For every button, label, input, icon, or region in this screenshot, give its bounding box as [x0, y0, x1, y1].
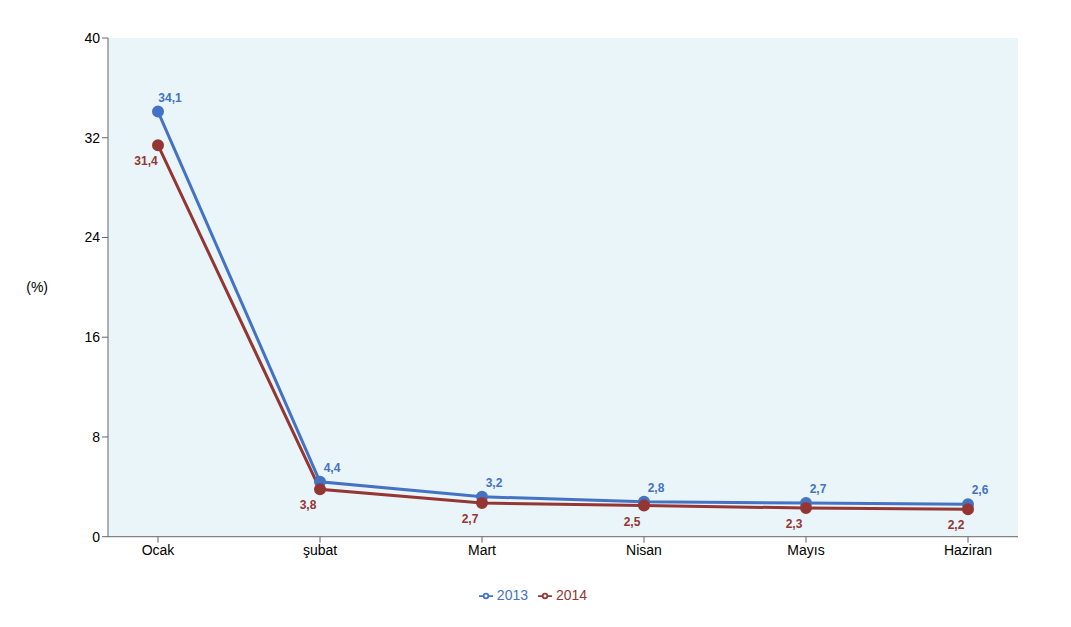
svg-text:2,7: 2,7: [810, 482, 827, 496]
svg-text:0: 0: [92, 529, 100, 545]
svg-text:2,7: 2,7: [462, 512, 479, 526]
html-text:2013: 2013: [496, 586, 528, 603]
svg-text:16: 16: [84, 329, 100, 345]
svg-text:2,5: 2,5: [624, 515, 641, 529]
svg-text:2,2: 2,2: [948, 518, 965, 532]
svg-text:(%): (%): [26, 279, 48, 295]
svg-text:3,8: 3,8: [300, 498, 317, 512]
svg-text:24: 24: [84, 229, 100, 245]
svg-text:2,6: 2,6: [972, 483, 989, 497]
svg-text:40: 40: [84, 30, 100, 46]
svg-text:Mart: Mart: [468, 542, 496, 558]
svg-text:8: 8: [92, 429, 100, 445]
svg-text:4,4: 4,4: [324, 461, 341, 475]
svg-text:Ocak: Ocak: [142, 542, 176, 558]
svg-text:Mayıs: Mayıs: [787, 542, 824, 558]
svg-text:Haziran: Haziran: [944, 542, 992, 558]
svg-text:2,8: 2,8: [648, 481, 665, 495]
svg-text:3,2: 3,2: [486, 476, 503, 490]
svg-text:Nisan: Nisan: [626, 542, 662, 558]
svg-text:32: 32: [84, 130, 100, 146]
svg-text:şubat: şubat: [303, 542, 337, 558]
svg-text:31,4: 31,4: [134, 154, 158, 168]
html-text:2014: 2014: [556, 586, 588, 603]
svg-text:2,3: 2,3: [786, 517, 803, 531]
svg-text:34,1: 34,1: [158, 91, 182, 105]
